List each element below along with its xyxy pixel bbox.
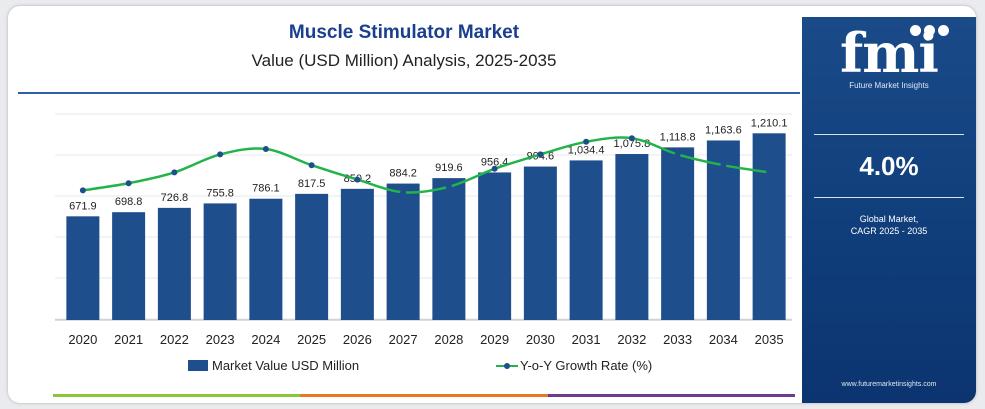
growth-point-2031	[583, 138, 590, 145]
x-tick-2022: 2022	[160, 332, 189, 347]
fmi-logo: fmi	[840, 21, 939, 85]
bar-2026	[340, 188, 374, 320]
bar-label-2033: 1,118.8	[660, 131, 696, 143]
bar-2032	[615, 154, 649, 320]
side-panel: fmi Future Market Insights 4.0% Global M…	[802, 17, 976, 403]
panel-divider-bottom	[814, 197, 964, 198]
cagr-label-line1: Global Market,	[859, 214, 919, 224]
bar-label-2024: 786.1	[252, 183, 280, 195]
bar-2021	[112, 212, 146, 320]
bar-2024	[249, 198, 283, 320]
x-tick-2032: 2032	[617, 332, 646, 347]
legend-bar-label: Market Value USD Million	[212, 358, 360, 373]
growth-point-2027	[400, 189, 407, 196]
bar-2023	[203, 203, 237, 320]
growth-point-2020	[79, 187, 86, 194]
bar-label-2022: 726.8	[161, 192, 189, 204]
x-tick-2035: 2035	[755, 332, 784, 347]
panel-divider-top	[814, 134, 964, 135]
growth-point-2025	[308, 162, 315, 169]
bar-label-2027: 884.2	[389, 168, 417, 180]
bar-2028	[432, 178, 466, 320]
website-url: www.futuremarketinsights.com	[841, 381, 937, 388]
x-tick-2031: 2031	[572, 332, 601, 347]
x-tick-2025: 2025	[297, 332, 326, 347]
cagr-value: 4.0%	[859, 151, 919, 181]
legend-line: Y-o-Y Growth Rate (%)	[496, 358, 652, 373]
bar-label-2025: 817.5	[298, 178, 326, 190]
growth-point-2022	[171, 169, 178, 176]
growth-point-2021	[125, 180, 132, 187]
growth-point-2023	[217, 151, 224, 158]
growth-point-2028	[445, 183, 452, 190]
bar-label-2031: 1,034.4	[568, 144, 605, 156]
bar-2022	[157, 207, 191, 320]
bar-line-chart: 671.9 2020 698.8 2021 726.8 2022 755.8 2023 786.…	[55, 113, 792, 347]
legend-line-label: Y-o-Y Growth Rate (%)	[520, 358, 653, 373]
logo-people-icon	[910, 25, 949, 36]
bar-label-2023: 755.8	[206, 187, 234, 199]
bar-label-2034: 1,163.6	[705, 124, 742, 136]
legend-bar-swatch	[188, 360, 208, 371]
growth-point-2026	[354, 176, 361, 183]
bar-2029	[478, 172, 512, 320]
bar-2020	[66, 216, 100, 320]
bar-2025	[295, 193, 329, 320]
chart-title: Muscle Stimulator Market	[288, 22, 520, 43]
growth-point-2033	[674, 151, 681, 158]
bar-2027	[386, 183, 420, 320]
legend-bar: Market Value USD Million	[188, 358, 359, 373]
x-tick-2026: 2026	[343, 332, 372, 347]
bar-label-2028: 919.6	[435, 162, 463, 174]
legend-line-swatch	[496, 360, 518, 372]
bar-2030	[523, 166, 557, 320]
growth-point-2034	[720, 162, 727, 169]
bottom-bar-green	[53, 394, 301, 397]
cagr-label: Global Market, CAGR 2025 - 2035	[802, 213, 976, 237]
bar-2035	[752, 133, 786, 320]
growth-point-2024	[262, 146, 269, 152]
bottom-color-bar	[53, 394, 795, 397]
x-tick-2027: 2027	[389, 332, 418, 347]
growth-point-2035	[766, 169, 773, 176]
bar-label-2020: 671.9	[69, 200, 97, 212]
x-tick-2023: 2023	[206, 332, 235, 347]
x-tick-2020: 2020	[68, 332, 97, 347]
chart-card: Muscle Stimulator Market Value (USD Mill…	[8, 6, 976, 403]
x-tick-2030: 2030	[526, 332, 555, 347]
x-tick-2028: 2028	[434, 332, 463, 347]
x-tick-2033: 2033	[663, 332, 692, 347]
x-tick-2029: 2029	[480, 332, 509, 347]
title-rule	[18, 92, 800, 94]
bar-label-2021: 698.8	[115, 196, 143, 208]
x-tick-2034: 2034	[709, 332, 738, 347]
bottom-bar-orange	[300, 394, 548, 397]
bar-2031	[569, 160, 603, 320]
cagr-label-line2: CAGR 2025 - 2035	[850, 226, 928, 236]
bar-label-2035: 1,210.1	[751, 117, 788, 129]
growth-point-2030	[537, 151, 544, 158]
bar-2034	[706, 140, 740, 320]
bar-2033	[661, 147, 695, 320]
growth-rate-line	[82, 136, 770, 194]
bottom-bar-purple	[547, 394, 795, 397]
x-tick-2024: 2024	[251, 332, 280, 347]
growth-point-2032	[628, 135, 635, 142]
growth-point-2029	[491, 165, 498, 172]
chart-subtitle: Value (USD Million) Analysis, 2025-2035	[251, 51, 557, 70]
x-tick-2021: 2021	[114, 332, 143, 347]
logo-subtitle: Future Market Insights	[849, 81, 929, 90]
